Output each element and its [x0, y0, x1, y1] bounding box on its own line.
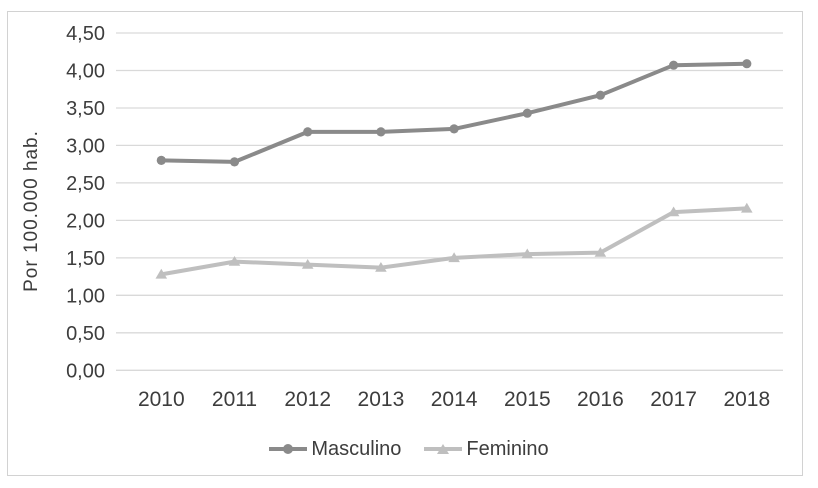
y-axis-title: Por 100.000 hab.	[21, 130, 42, 292]
marker-masculino-2012	[303, 127, 313, 137]
y-tick-label: 1,00	[66, 285, 105, 307]
x-tick-label: 2016	[577, 388, 624, 411]
marker-feminino-2018	[741, 202, 753, 213]
feminino-triangle-icon	[437, 443, 450, 454]
y-tick-label: 4,50	[66, 23, 105, 45]
legend-item-masculino: Masculino	[269, 437, 401, 461]
x-tick-label: 2012	[284, 388, 331, 411]
marker-feminino-2012	[301, 259, 314, 269]
x-tick-label: 2018	[723, 388, 770, 411]
marker-masculino-2014	[449, 124, 459, 134]
y-tick-label: 2,50	[66, 173, 105, 195]
x-tick-label: 2013	[358, 388, 405, 411]
series-line-feminino	[159, 206, 749, 277]
legend-label-feminino: Feminino	[466, 438, 549, 460]
y-tick-label: 2,00	[66, 210, 105, 232]
legend-label-masculino: Masculino	[311, 438, 402, 460]
marker-masculino-2011	[229, 157, 240, 167]
masculino-dot-icon	[283, 444, 294, 454]
marker-feminino-2016	[594, 247, 607, 257]
x-tick-label: 2014	[431, 388, 478, 411]
marker-masculino-2013	[376, 127, 386, 137]
x-tick-label: 2015	[504, 388, 551, 411]
x-tick-label: 2011	[212, 388, 257, 411]
y-tick-label: 4,00	[66, 61, 105, 83]
y-tick-label: 3,50	[66, 98, 105, 120]
masculino-circle-marker-icon	[269, 444, 308, 454]
marker-masculino-2018	[742, 59, 752, 69]
marker-feminino-2015	[521, 248, 533, 259]
feminino-triangle-marker-icon	[424, 443, 463, 454]
y-tick-label: 3,00	[66, 135, 105, 157]
marker-masculino-2015	[522, 108, 532, 118]
marker-feminino-2014	[448, 252, 460, 263]
legend-item-feminino: Feminino	[424, 437, 549, 461]
x-tick-label: 2017	[650, 388, 697, 411]
marker-feminino-2017	[667, 206, 680, 217]
marker-feminino-2013	[375, 262, 387, 272]
marker-masculino-2017	[669, 60, 679, 70]
x-tick-label: 2010	[138, 388, 185, 411]
marker-feminino-2010	[155, 268, 168, 279]
marker-feminino-2011	[228, 256, 241, 266]
chart-frame	[7, 11, 803, 476]
y-tick-label: 0,00	[66, 360, 105, 382]
legend: Masculino Feminino	[0, 437, 818, 461]
y-tick-label: 0,50	[66, 323, 105, 345]
marker-masculino-2010	[156, 155, 166, 165]
series-line-masculino	[159, 61, 749, 164]
y-tick-label: 1,50	[66, 248, 105, 270]
marker-masculino-2016	[595, 90, 606, 100]
